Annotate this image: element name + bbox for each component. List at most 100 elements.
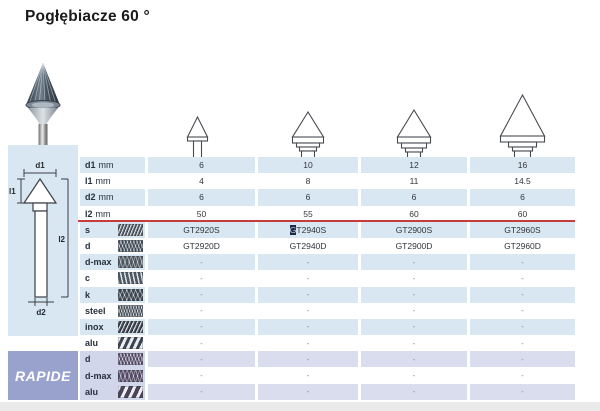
value-cell: - [148, 302, 255, 319]
value-cell: - [361, 270, 467, 287]
row-label-steel: steel [80, 302, 145, 319]
row-label-d1: d1 mm [80, 157, 145, 174]
value-cell: 8 [258, 173, 358, 190]
table-row-d-code: d GT2920D GT2940D GT2900D GT2960D [80, 237, 575, 255]
value-cell: 4 [148, 173, 255, 190]
selected-character: G [289, 224, 297, 235]
value-cell: - [361, 318, 467, 336]
value-cell: 14.5 [470, 173, 575, 190]
value-cell: - [258, 270, 358, 287]
page-bottom-edge [0, 402, 600, 411]
value-cell: - [361, 302, 467, 319]
row-label-d-code: d [80, 237, 145, 255]
red-divider-line [78, 219, 575, 222]
table-row-inox: inox - - - - [80, 318, 575, 336]
value-cell: - [470, 383, 575, 400]
value-cell: - [361, 286, 467, 303]
value-cell: - [470, 270, 575, 287]
value-cell: - [258, 318, 358, 336]
texture-cut-k-icon [118, 288, 143, 301]
table-row-rapide-d: d - - - - [80, 351, 575, 368]
value-cell: - [470, 367, 575, 384]
value-cell: - [361, 367, 467, 384]
value-cell: GT2960S [470, 221, 575, 238]
texture-cut-alu-icon [118, 337, 143, 350]
value-cell: 16 [470, 157, 575, 174]
texture-cut-steel-icon [118, 304, 143, 317]
value-cell: - [470, 351, 575, 368]
texture-rapide-dmax-icon [118, 369, 143, 382]
page-title: Pogłębiacze 60 ° [25, 8, 150, 25]
value-cell: - [361, 351, 467, 368]
product-photo-burr [25, 63, 61, 148]
value-cell: GT2940D [258, 237, 358, 255]
row-label-rapide-d: d [80, 351, 145, 368]
value-cell: - [148, 254, 255, 271]
column-cone-icon-d6 [186, 116, 209, 158]
value-cell: - [361, 254, 467, 271]
value-cell: - [258, 254, 358, 271]
table-row-alu: alu - - - - [80, 335, 575, 352]
table-row-rapide-alu: alu - - - - [80, 383, 575, 400]
diagram-label-d1: d1 [35, 161, 45, 170]
value-cell: - [148, 351, 255, 368]
table-row-d2: d2 mm 6 6 6 6 [80, 189, 575, 206]
value-cell: - [148, 270, 255, 287]
column-cone-icon-d16 [499, 94, 546, 158]
table-row-l2: l2 mm 50 55 60 60 [80, 205, 575, 222]
value-cell: - [258, 383, 358, 400]
value-cell: - [148, 383, 255, 400]
value-cell: - [470, 318, 575, 336]
value-cell: 50 [148, 205, 255, 222]
table-row-dmax: d-max - - - - [80, 254, 575, 271]
value-cell: 6 [470, 189, 575, 206]
row-label-inox: inox [80, 318, 145, 336]
value-cell: 10 [258, 157, 358, 174]
column-cone-icon-d12 [396, 109, 432, 158]
value-cell: 6 [361, 189, 467, 206]
row-label-dmax: d-max [80, 254, 145, 271]
row-label-alu: alu [80, 335, 145, 352]
row-label-l2: l2 mm [80, 205, 145, 222]
table-row-k: k - - - - [80, 286, 575, 303]
texture-rapide-alu-icon [118, 385, 143, 398]
left-column-stripe [8, 319, 78, 336]
value-cell: 60 [470, 205, 575, 222]
table-row-c: c - - - - [80, 270, 575, 287]
texture-cut-c-icon [118, 272, 143, 285]
value-cell: 12 [361, 157, 467, 174]
value-cell: GT2920S [148, 221, 255, 238]
diagram-label-l2: l2 [58, 235, 65, 244]
dimension-diagram: d1 l1 l2 d2 [8, 145, 78, 319]
diagram-label-d2: d2 [36, 308, 46, 317]
value-cell: - [258, 367, 358, 384]
table-row-l1: l1 mm 4 8 11 14.5 [80, 173, 575, 190]
table-row-s: s GT2920S G T2940S GT2900S GT2960S [80, 221, 575, 238]
value-cell: - [258, 302, 358, 319]
value-cell: - [258, 286, 358, 303]
texture-cut-inox-icon [118, 320, 143, 333]
value-cell: - [258, 335, 358, 352]
value-cell: - [470, 254, 575, 271]
table-row-d1: d1 mm 6 10 12 16 [80, 157, 575, 174]
rapide-badge: RAPIDE [8, 351, 78, 400]
value-cell: 6 [148, 157, 255, 174]
column-cone-icon-d10 [291, 111, 325, 158]
value-cell: 55 [258, 205, 358, 222]
row-label-rapide-alu: alu [80, 383, 145, 400]
value-cell: GT2960D [470, 237, 575, 255]
row-label-c: c [80, 270, 145, 287]
value-cell: - [361, 383, 467, 400]
texture-cut-d-icon [118, 240, 143, 253]
value-cell-selected: G T2940S [258, 221, 358, 238]
value-cell: - [148, 367, 255, 384]
value-cell: GT2920D [148, 237, 255, 255]
row-label-s: s [80, 221, 145, 238]
value-cell: 6 [148, 189, 255, 206]
texture-rapide-d-icon [118, 353, 143, 366]
value-cell: GT2900S [361, 221, 467, 238]
table-row-steel: steel - - - - [80, 302, 575, 319]
value-cell: - [148, 286, 255, 303]
value-cell: 11 [361, 173, 467, 190]
